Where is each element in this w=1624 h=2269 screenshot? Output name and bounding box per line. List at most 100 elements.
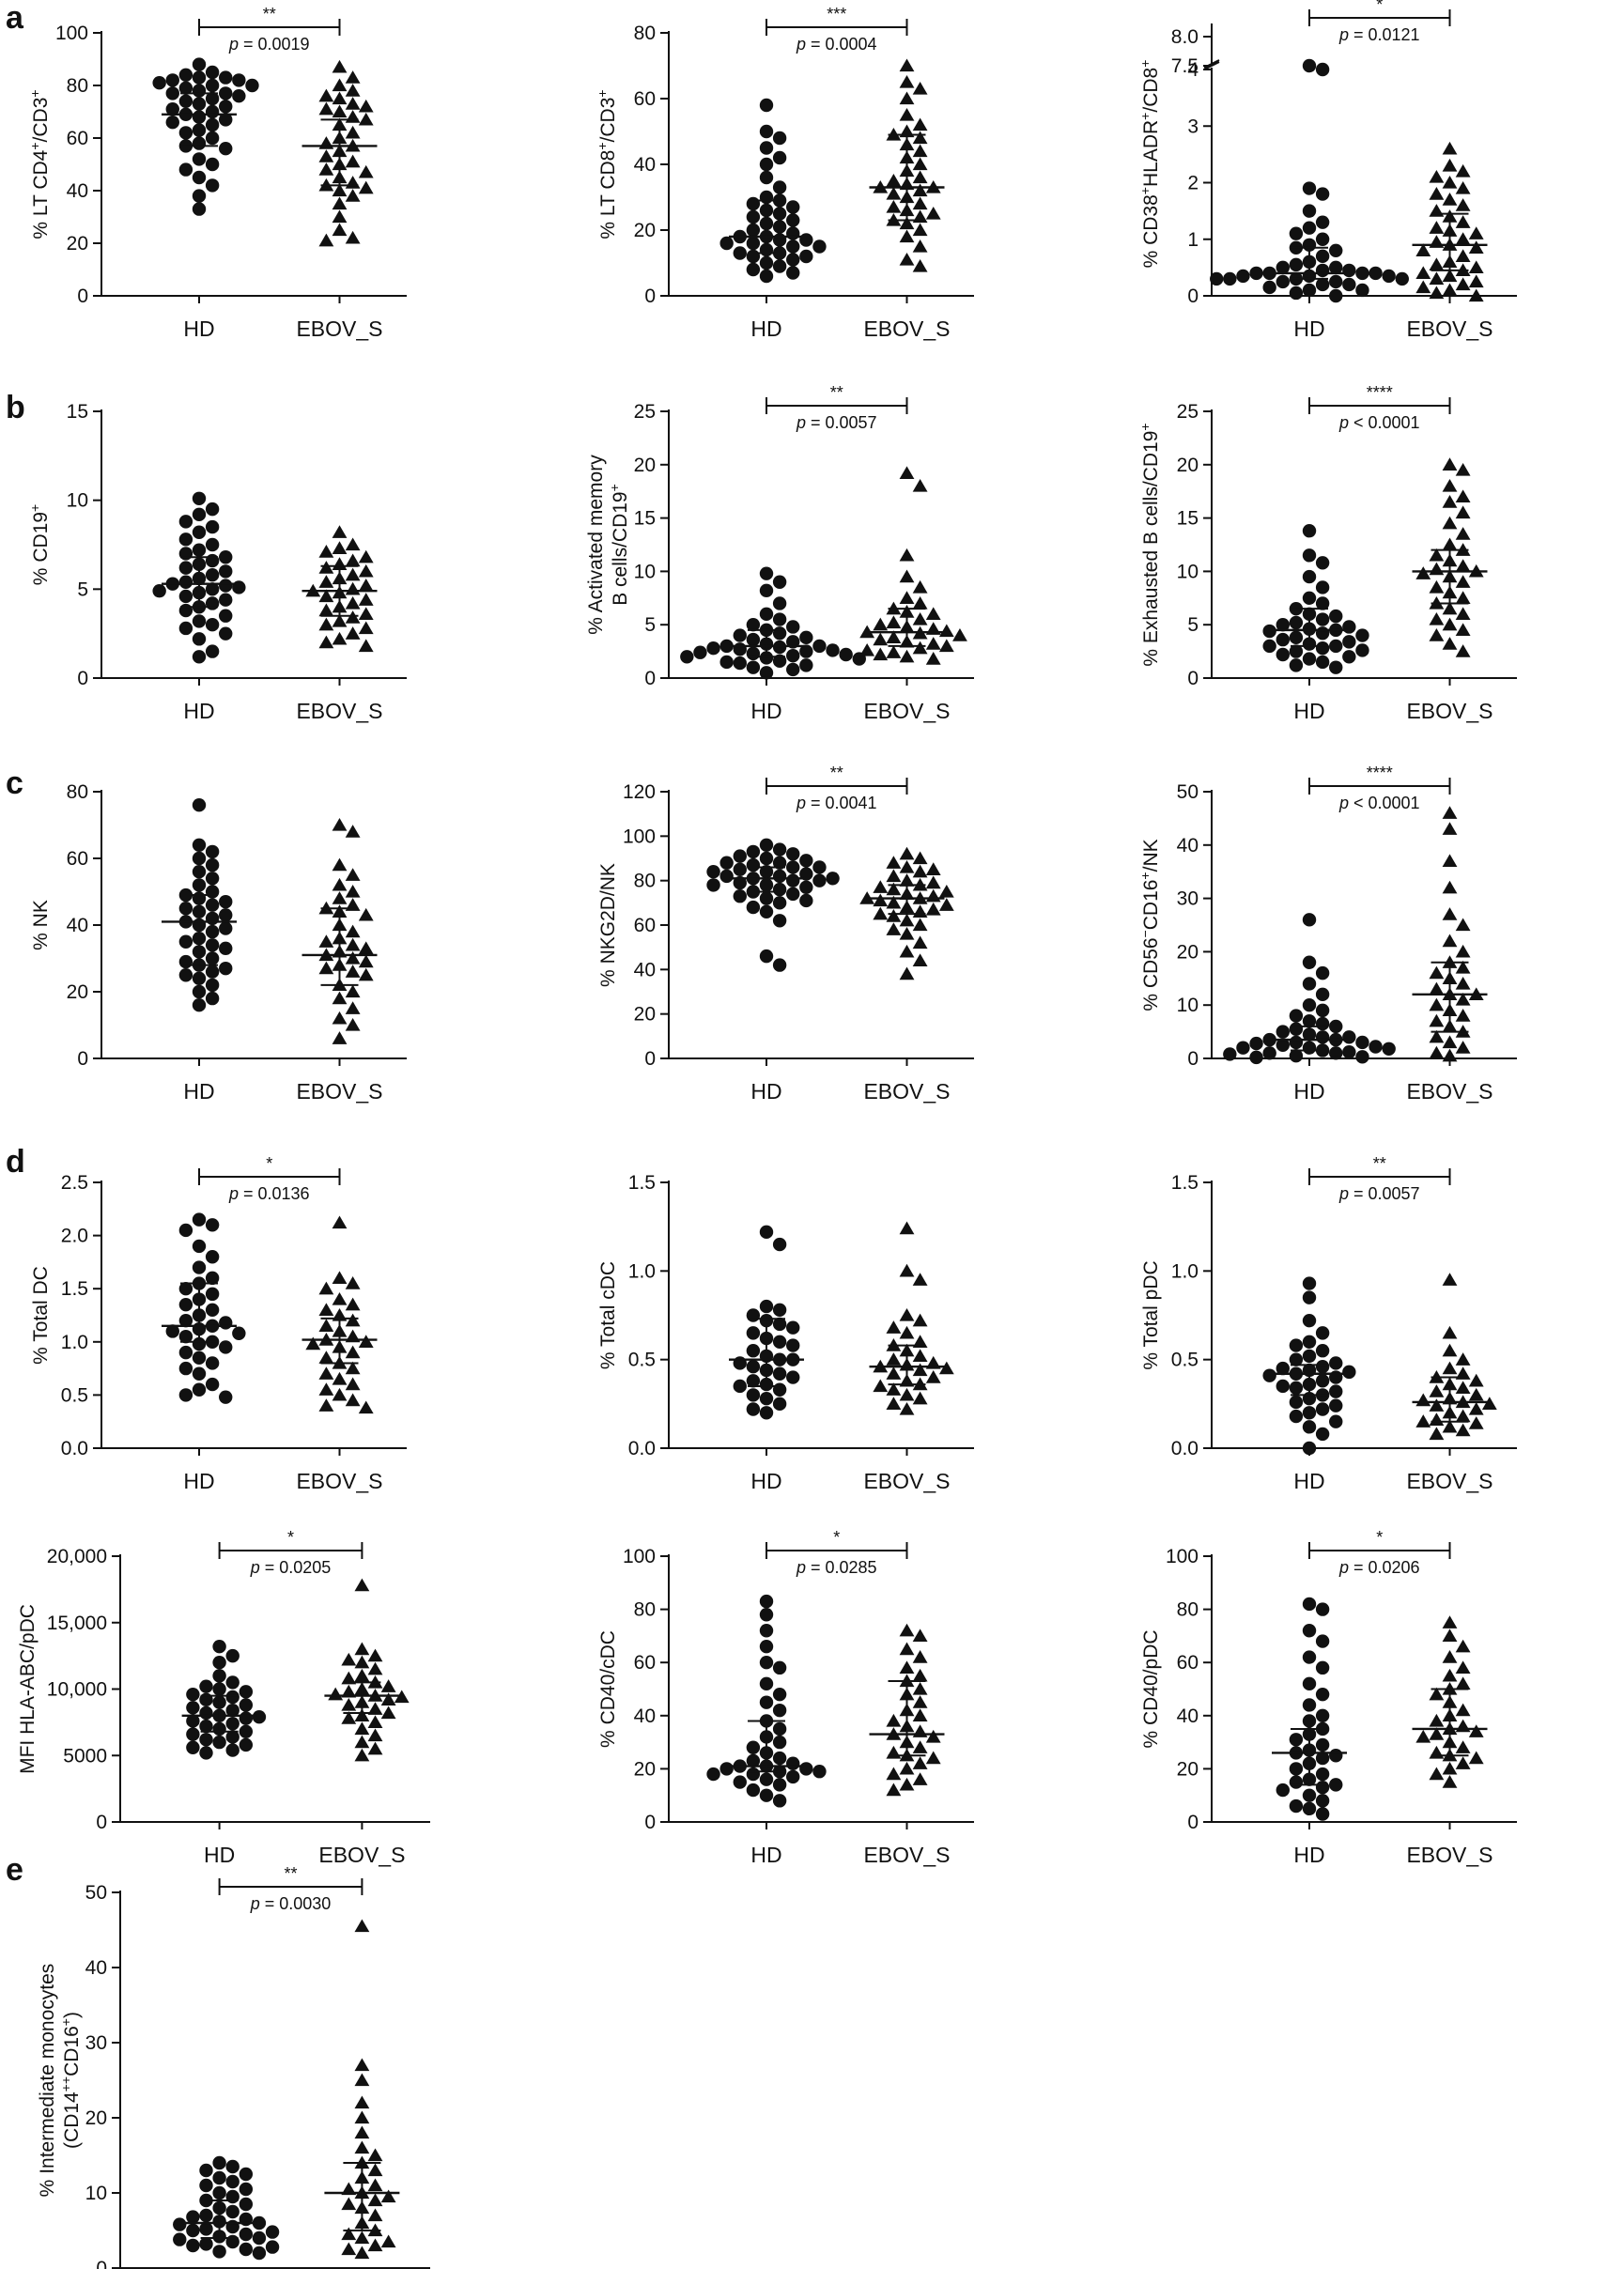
data-point-ebov-s	[1455, 1366, 1471, 1380]
data-point-ebov-s	[899, 569, 915, 583]
y-axis-label: % CD40/cDC	[597, 1630, 619, 1748]
data-point-hd	[772, 1794, 787, 1808]
data-point-hd	[178, 575, 193, 589]
data-point-hd	[746, 1767, 761, 1782]
data-point-ebov-s	[912, 1273, 928, 1286]
data-point-ebov-s	[899, 229, 915, 243]
data-point-ebov-s	[873, 880, 889, 893]
data-point-ebov-s	[367, 1728, 383, 1742]
y-tick-label: 1.0	[628, 1260, 656, 1282]
data-point-hd	[178, 934, 193, 949]
y-axis-label: % Total cDC	[597, 1261, 619, 1369]
data-point-ebov-s	[318, 575, 334, 588]
data-point-ebov-s	[341, 2242, 357, 2256]
significance-stars: **	[263, 5, 276, 23]
chart-D5: 0 20 40 60 80 100 HD EBOV_S % CD40/cDC * p = 0.028…	[597, 1528, 974, 1867]
data-point-hd	[759, 949, 774, 964]
data-point-hd	[1276, 260, 1290, 275]
data-point-hd	[746, 196, 761, 211]
data-point-hd	[812, 239, 827, 254]
data-point-hd	[719, 655, 734, 670]
panel-letter-a: a	[6, 0, 24, 36]
data-point-ebov-s	[925, 862, 941, 875]
data-point-hd	[706, 1767, 720, 1782]
data-point-hd	[1329, 1398, 1343, 1412]
y-tick-label: 40	[85, 1957, 107, 1979]
data-point-hd	[192, 70, 207, 85]
data-point-hd	[1329, 1414, 1343, 1428]
data-point-hd	[1262, 280, 1276, 295]
data-point-ebov-s	[1455, 591, 1471, 604]
data-point-ebov-s	[1455, 215, 1471, 228]
data-point-hd	[1302, 524, 1317, 538]
y-tick-label: 2.5	[61, 1172, 88, 1194]
data-point-hd	[192, 170, 207, 185]
data-point-hd	[733, 1379, 747, 1394]
data-point-ebov-s	[1429, 1687, 1445, 1701]
data-point-ebov-s	[341, 2197, 357, 2211]
data-point-hd	[178, 1345, 193, 1360]
data-point-ebov-s	[1442, 1343, 1458, 1357]
y-axis-label: % Activated memory	[585, 455, 607, 635]
data-point-hd	[212, 1640, 226, 1654]
data-point-hd	[205, 519, 220, 534]
y-axis-label: % LT CD4+/CD3+	[27, 89, 52, 239]
data-point-ebov-s	[345, 1345, 361, 1359]
data-point-ebov-s	[899, 1307, 915, 1321]
data-point-ebov-s	[1468, 240, 1484, 254]
y-tick-label: 0.5	[628, 1350, 656, 1371]
data-point-hd	[772, 1721, 787, 1736]
data-point-hd	[799, 854, 813, 868]
data-point-ebov-s	[1455, 1423, 1471, 1437]
x-tick-label-ebov-s: EBOV_S	[1406, 699, 1493, 723]
data-point-hd	[746, 632, 761, 647]
significance-stars: *	[287, 1528, 294, 1547]
x-tick-label-ebov-s: EBOV_S	[863, 699, 950, 723]
data-point-hd	[786, 213, 800, 227]
data-point-hd	[212, 1669, 226, 1683]
panel-letter-c: c	[6, 765, 23, 801]
data-point-hd	[239, 1724, 254, 1738]
data-point-hd	[225, 1743, 240, 1757]
data-point-ebov-s	[1442, 141, 1458, 155]
y-tick-label: 60	[634, 1652, 656, 1674]
data-point-hd	[772, 220, 787, 234]
data-point-hd	[772, 1687, 787, 1702]
data-point-hd	[1315, 1737, 1330, 1752]
y-axis-label: MFI HLA-ABC/pDC	[17, 1604, 39, 1774]
data-point-hd	[746, 1753, 761, 1768]
data-point-ebov-s	[332, 183, 348, 197]
significance-stars: **	[830, 764, 843, 782]
data-point-ebov-s	[859, 891, 875, 904]
data-point-ebov-s	[886, 1382, 902, 1396]
data-point-hd	[719, 869, 734, 884]
data-point-ebov-s	[358, 621, 374, 635]
data-point-hd	[746, 249, 761, 264]
data-point-hd	[1302, 955, 1317, 969]
data-point-hd	[746, 618, 761, 632]
data-point-hd	[799, 249, 813, 264]
data-point-ebov-s	[318, 162, 334, 176]
y-tick-label: 10	[1177, 561, 1199, 582]
data-point-hd	[1302, 181, 1317, 195]
x-tick-label-ebov-s: EBOV_S	[296, 1469, 382, 1493]
y-tick-label: 0	[1187, 1812, 1199, 1833]
data-point-hd	[192, 1239, 207, 1254]
data-point-ebov-s	[1455, 1740, 1471, 1753]
y-tick-label: 20,000	[47, 1546, 107, 1567]
significance-stars: ****	[1367, 383, 1393, 402]
data-point-ebov-s	[1442, 175, 1458, 189]
data-point-ebov-s	[912, 258, 928, 272]
data-point-hd	[1302, 998, 1317, 1012]
data-point-ebov-s	[925, 888, 941, 903]
data-point-ebov-s	[925, 652, 941, 665]
data-point-ebov-s	[899, 1777, 915, 1791]
data-point-hd	[1315, 1360, 1330, 1374]
data-point-ebov-s	[345, 125, 361, 139]
x-tick-label-hd: HD	[204, 1843, 235, 1867]
data-point-ebov-s	[859, 642, 875, 656]
y-tick-label: 0.5	[61, 1384, 88, 1406]
data-point-hd	[772, 596, 787, 610]
data-point-hd	[178, 902, 193, 916]
